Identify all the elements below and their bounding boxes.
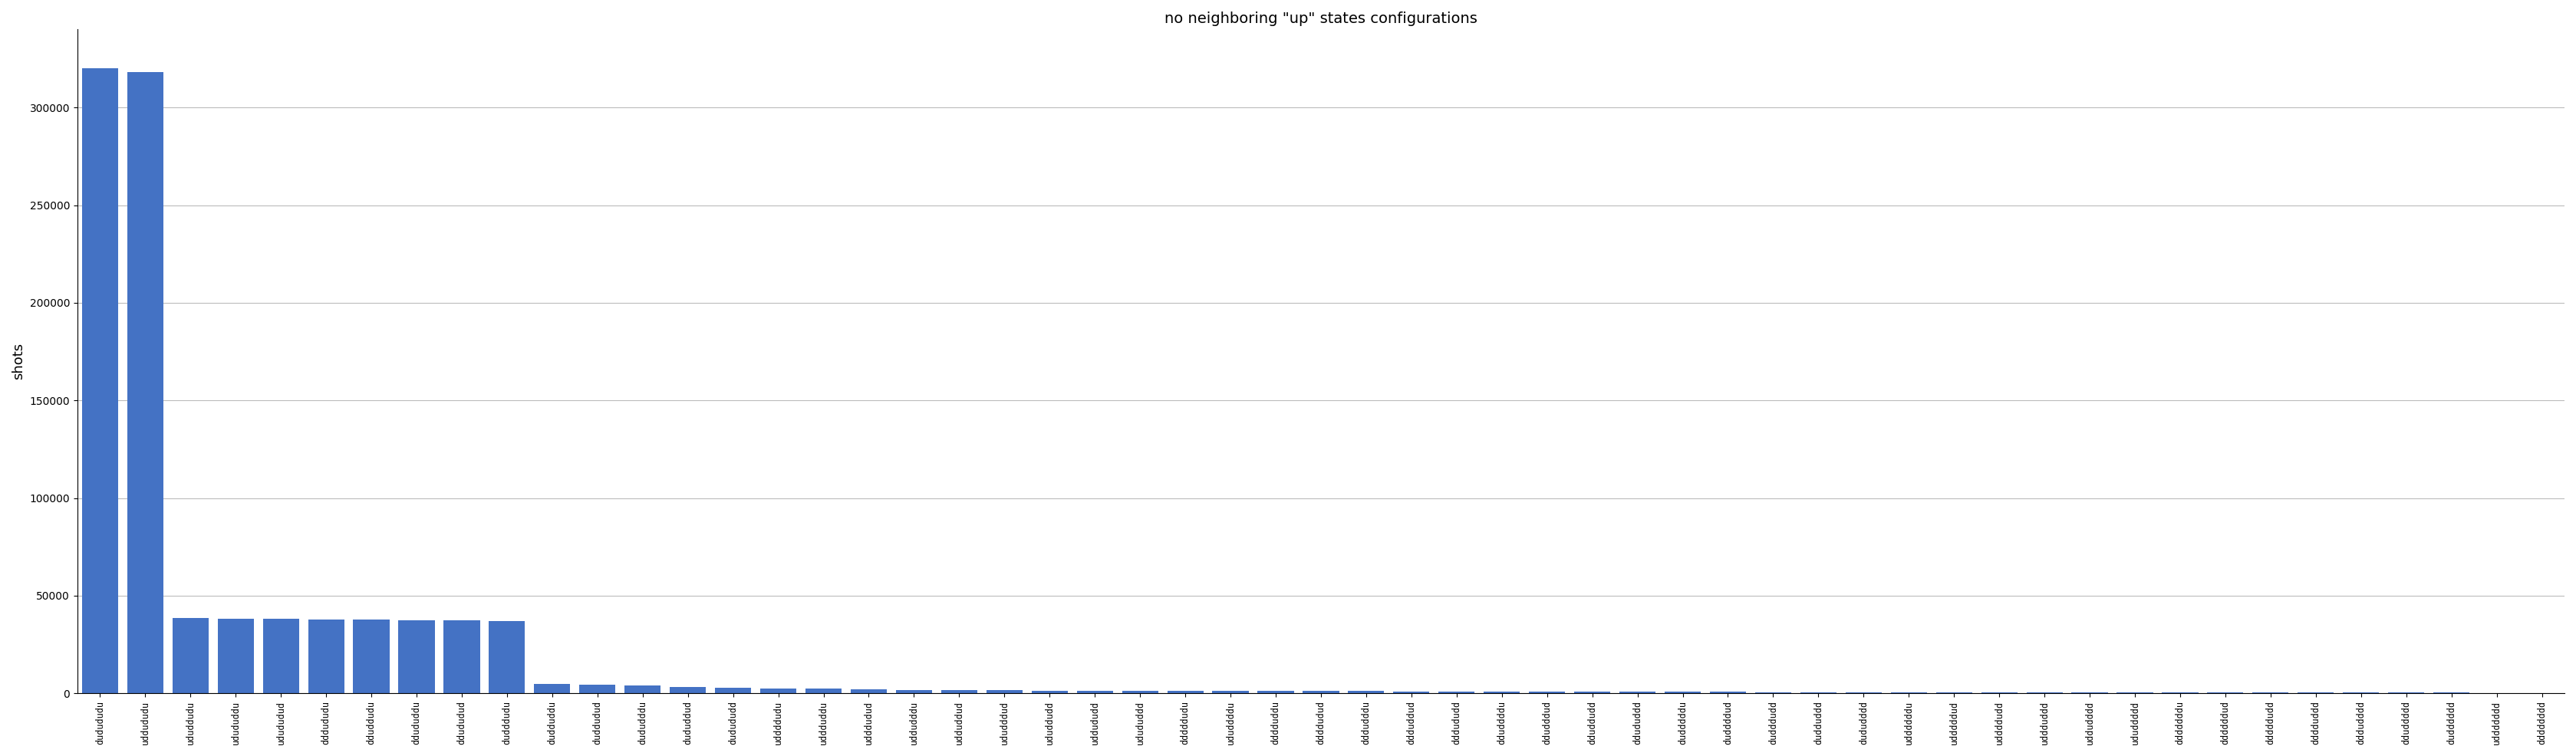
Bar xyxy=(1937,692,1973,693)
Bar xyxy=(2251,692,2287,693)
Y-axis label: shots: shots xyxy=(10,343,26,380)
Bar xyxy=(1754,692,1790,693)
Bar xyxy=(1030,690,1066,693)
Bar xyxy=(309,619,345,693)
Bar xyxy=(1981,692,2017,693)
Bar xyxy=(940,690,976,693)
Bar xyxy=(670,686,706,693)
Bar xyxy=(1664,692,1700,693)
Bar xyxy=(716,687,752,693)
Bar xyxy=(1710,692,1747,693)
Bar xyxy=(1347,691,1383,693)
Bar xyxy=(1530,692,1566,693)
Bar xyxy=(896,689,933,693)
Bar xyxy=(850,689,886,693)
Bar xyxy=(173,618,209,693)
Bar xyxy=(2117,692,2154,693)
Bar xyxy=(2208,692,2244,693)
Bar xyxy=(1123,691,1159,693)
Bar xyxy=(489,621,526,693)
Bar xyxy=(263,619,299,693)
Bar xyxy=(533,683,569,693)
Bar xyxy=(623,686,659,693)
Bar xyxy=(1167,691,1203,693)
Bar xyxy=(580,685,616,693)
Bar xyxy=(1620,692,1656,693)
Bar xyxy=(1437,692,1473,693)
Bar xyxy=(353,620,389,693)
Bar xyxy=(1844,692,1880,693)
Bar xyxy=(1303,691,1340,693)
Bar xyxy=(2027,692,2063,693)
Bar xyxy=(1257,691,1293,693)
Bar xyxy=(1077,691,1113,693)
Bar xyxy=(1574,692,1610,693)
Bar xyxy=(987,690,1023,693)
Bar xyxy=(399,620,435,693)
Bar xyxy=(1891,692,1927,693)
Bar xyxy=(126,73,162,693)
Bar xyxy=(1213,691,1249,693)
Title: no neighboring "up" states configurations: no neighboring "up" states configuration… xyxy=(1164,11,1479,26)
Bar xyxy=(443,621,479,693)
Bar xyxy=(1801,692,1837,693)
Bar xyxy=(216,618,255,693)
Bar xyxy=(1394,691,1430,693)
Bar xyxy=(2161,692,2197,693)
Bar xyxy=(2071,692,2107,693)
Bar xyxy=(82,69,118,693)
Bar xyxy=(760,688,796,693)
Bar xyxy=(806,689,842,693)
Bar xyxy=(1484,692,1520,693)
